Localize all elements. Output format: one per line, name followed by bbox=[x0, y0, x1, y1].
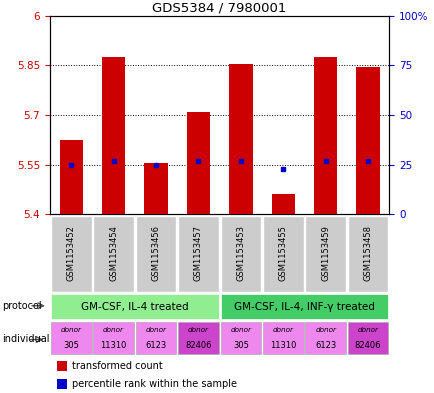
Text: percentile rank within the sample: percentile rank within the sample bbox=[72, 379, 237, 389]
Text: donor: donor bbox=[145, 327, 166, 333]
Text: GSM1153456: GSM1153456 bbox=[151, 226, 160, 281]
FancyBboxPatch shape bbox=[93, 216, 134, 292]
Bar bbox=[355, 67, 379, 214]
Text: GSM1153459: GSM1153459 bbox=[320, 226, 329, 281]
FancyBboxPatch shape bbox=[51, 294, 218, 319]
FancyBboxPatch shape bbox=[220, 294, 388, 319]
Text: donor: donor bbox=[357, 327, 378, 333]
Text: 82406: 82406 bbox=[354, 341, 381, 350]
FancyBboxPatch shape bbox=[51, 322, 92, 354]
Text: donor: donor bbox=[61, 327, 82, 333]
Text: donor: donor bbox=[103, 327, 124, 333]
Text: GM-CSF, IL-4 treated: GM-CSF, IL-4 treated bbox=[81, 301, 188, 312]
Bar bbox=[271, 195, 294, 214]
Text: GSM1153454: GSM1153454 bbox=[109, 226, 118, 281]
Text: 305: 305 bbox=[233, 341, 248, 350]
FancyBboxPatch shape bbox=[135, 216, 176, 292]
Text: GM-CSF, IL-4, INF-γ treated: GM-CSF, IL-4, INF-γ treated bbox=[233, 301, 374, 312]
Text: GSM1153455: GSM1153455 bbox=[278, 226, 287, 281]
FancyBboxPatch shape bbox=[135, 322, 176, 354]
Text: GSM1153457: GSM1153457 bbox=[194, 226, 203, 281]
Text: donor: donor bbox=[187, 327, 208, 333]
Text: protocol: protocol bbox=[2, 301, 42, 311]
FancyBboxPatch shape bbox=[220, 216, 261, 292]
FancyBboxPatch shape bbox=[305, 322, 345, 354]
Text: GSM1153453: GSM1153453 bbox=[236, 226, 245, 281]
FancyBboxPatch shape bbox=[347, 322, 388, 354]
Text: individual: individual bbox=[2, 334, 49, 344]
Text: donor: donor bbox=[315, 327, 335, 333]
Text: 305: 305 bbox=[63, 341, 79, 350]
Bar bbox=[57, 379, 67, 389]
Text: 82406: 82406 bbox=[185, 341, 211, 350]
Text: GSM1153458: GSM1153458 bbox=[363, 226, 372, 281]
Text: 11310: 11310 bbox=[100, 341, 127, 350]
Text: transformed count: transformed count bbox=[72, 361, 162, 371]
FancyBboxPatch shape bbox=[305, 216, 345, 292]
Title: GDS5384 / 7980001: GDS5384 / 7980001 bbox=[152, 2, 286, 15]
FancyBboxPatch shape bbox=[262, 216, 303, 292]
FancyBboxPatch shape bbox=[93, 322, 134, 354]
FancyBboxPatch shape bbox=[262, 322, 303, 354]
Text: donor: donor bbox=[272, 327, 293, 333]
Bar bbox=[102, 57, 125, 214]
Text: donor: donor bbox=[230, 327, 251, 333]
FancyBboxPatch shape bbox=[178, 216, 218, 292]
Bar bbox=[186, 112, 210, 214]
FancyBboxPatch shape bbox=[51, 216, 92, 292]
FancyBboxPatch shape bbox=[347, 216, 388, 292]
Text: 11310: 11310 bbox=[270, 341, 296, 350]
Bar bbox=[313, 57, 337, 214]
Text: GSM1153452: GSM1153452 bbox=[66, 226, 76, 281]
FancyBboxPatch shape bbox=[178, 322, 218, 354]
Bar bbox=[144, 163, 168, 214]
Text: 6123: 6123 bbox=[314, 341, 335, 350]
FancyBboxPatch shape bbox=[220, 322, 261, 354]
Bar bbox=[57, 361, 67, 371]
Text: 6123: 6123 bbox=[145, 341, 166, 350]
Bar bbox=[229, 64, 252, 214]
Bar bbox=[59, 140, 83, 214]
